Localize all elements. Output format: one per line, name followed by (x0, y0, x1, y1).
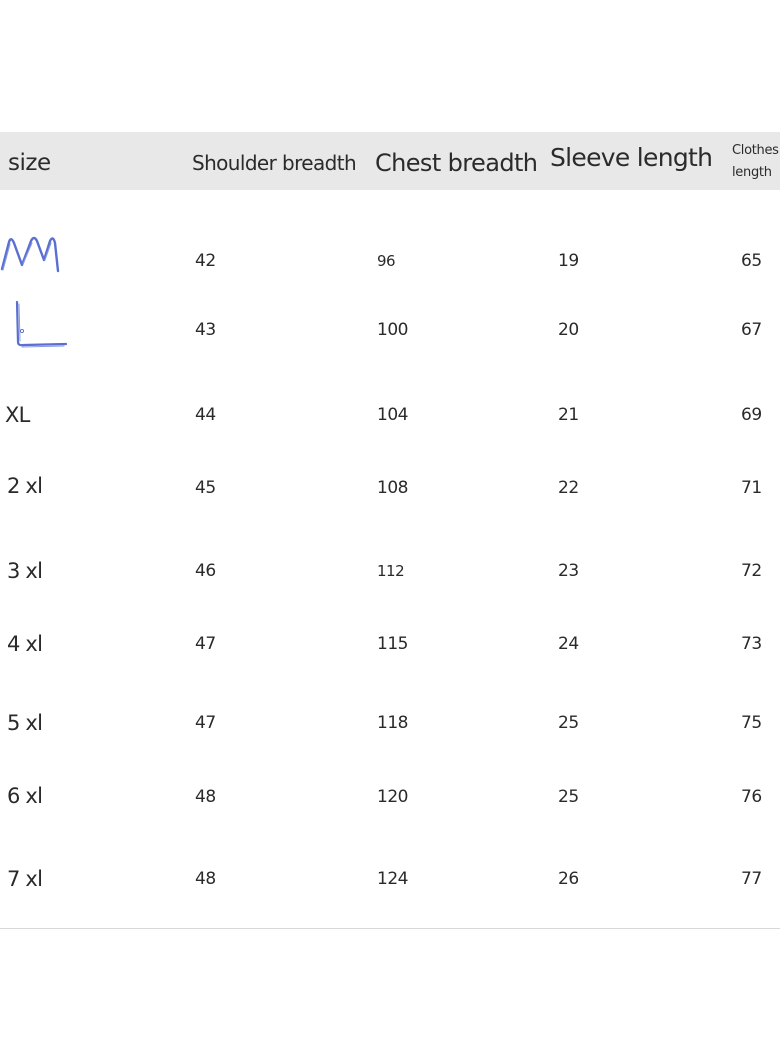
table-row: 7 xl 48 124 26 77 (0, 859, 780, 899)
chest-breadth-cell: 120 (377, 787, 408, 807)
chest-breadth-cell: 118 (377, 713, 408, 733)
clothes-length-cell: 72 (741, 561, 762, 581)
chest-breadth-cell: 104 (377, 405, 408, 425)
table-row: 5 xl 47 118 25 75 (0, 703, 780, 743)
chest-breadth-cell: 115 (377, 634, 408, 654)
clothes-length-cell: 73 (741, 634, 762, 654)
shoulder-breadth-cell: 42 (195, 251, 216, 271)
chest-breadth-cell: 108 (377, 478, 408, 498)
clothes-length-cell: 71 (741, 478, 762, 498)
sleeve-length-cell: 26 (558, 869, 579, 889)
shoulder-breadth-cell: 43 (195, 320, 216, 340)
chest-breadth-cell: 96 (377, 252, 396, 270)
size-cell: 4 xl (7, 632, 43, 656)
clothes-length-cell: 69 (741, 405, 762, 425)
handwritten-l-icon (15, 300, 68, 348)
size-cell: 5 xl (7, 711, 43, 735)
header-clothes-length: Clothes length (732, 140, 780, 184)
chest-breadth-cell: 124 (377, 869, 408, 889)
header-size: size (8, 150, 51, 176)
size-cell-handwritten-m: M (0, 227, 70, 283)
header-clothes-length-line2: length (732, 165, 772, 180)
size-cell: 7 xl (7, 867, 43, 891)
shoulder-breadth-cell: 46 (195, 561, 216, 581)
sleeve-length-cell: 19 (558, 251, 579, 271)
clothes-length-cell: 75 (741, 713, 762, 733)
sleeve-length-cell: 20 (558, 320, 579, 340)
header-row (0, 132, 780, 190)
table-row: M 42 96 19 65 (0, 236, 780, 281)
size-cell: XL (5, 403, 30, 427)
size-cell: 2 xl (7, 474, 43, 498)
sleeve-length-cell: 21 (558, 405, 579, 425)
table-row: L 43 100 20 67 (0, 300, 780, 350)
table-row: 6 xl 48 120 25 76 (0, 777, 780, 817)
shoulder-breadth-cell: 48 (195, 869, 216, 889)
sleeve-length-cell: 24 (558, 634, 579, 654)
sleeve-length-cell: 23 (558, 561, 579, 581)
chest-breadth-cell: 112 (377, 562, 405, 580)
sleeve-length-cell: 25 (558, 787, 579, 807)
table-row: XL 44 104 21 69 (0, 395, 780, 435)
header-clothes-length-line1: Clothes (732, 143, 779, 158)
clothes-length-cell: 77 (741, 869, 762, 889)
handwritten-m-icon (0, 236, 60, 273)
clothes-length-cell: 65 (741, 251, 762, 271)
size-cell: 3 xl (7, 559, 43, 583)
clothes-length-cell: 67 (741, 320, 762, 340)
size-cell: 6 xl (7, 784, 43, 808)
table-row: 2 xl 45 108 22 71 (0, 468, 780, 508)
clothes-length-cell: 76 (741, 787, 762, 807)
table-row: 3 xl 46 112 23 72 (0, 551, 780, 591)
size-label: L (0, 298, 1, 299)
shoulder-breadth-cell: 47 (195, 713, 216, 733)
sleeve-length-cell: 22 (558, 478, 579, 498)
shoulder-breadth-cell: 45 (195, 478, 216, 498)
shoulder-breadth-cell: 47 (195, 634, 216, 654)
shoulder-breadth-cell: 44 (195, 405, 216, 425)
header-sleeve-length: Sleeve length (550, 143, 713, 172)
size-label: M (0, 227, 1, 228)
header-shoulder-breadth: Shoulder breadth (192, 151, 357, 175)
header-chest-breadth: Chest breadth (375, 149, 538, 177)
shoulder-breadth-cell: 48 (195, 787, 216, 807)
table-bottom-divider (0, 928, 780, 929)
sleeve-length-cell: 25 (558, 713, 579, 733)
size-cell-handwritten-l: L (0, 298, 70, 354)
table-row: 4 xl 47 115 24 73 (0, 624, 780, 664)
chest-breadth-cell: 100 (377, 320, 408, 340)
